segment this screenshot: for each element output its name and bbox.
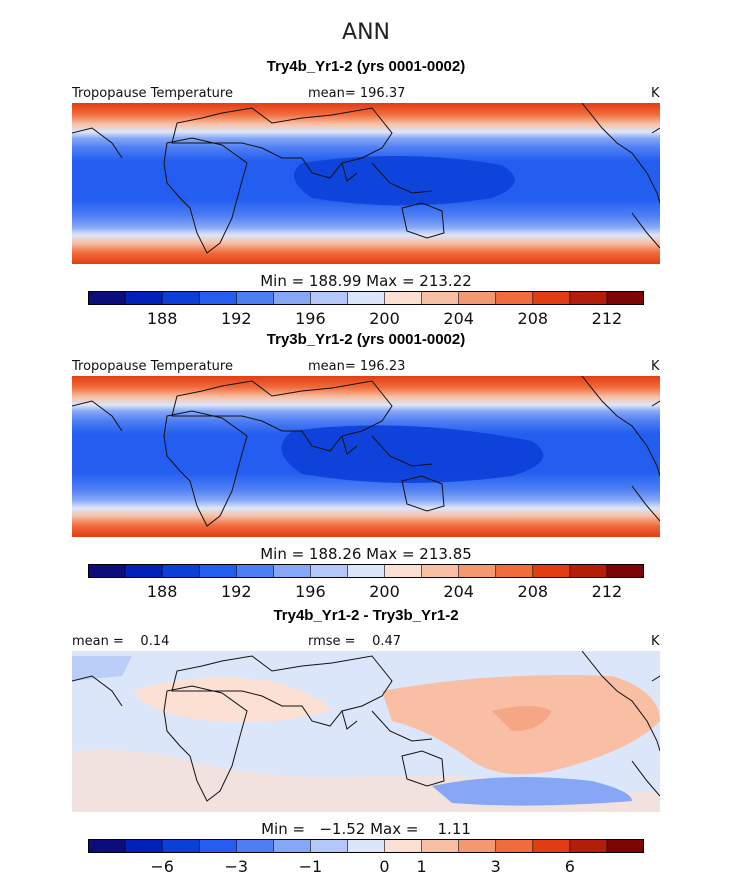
colorbar-swatch <box>458 839 497 853</box>
colorbar-swatch <box>569 564 608 578</box>
colorbar-tick-label: −6 <box>150 857 174 876</box>
panel3-title: Try4b_Yr1-2 - Try3b_Yr1-2 <box>273 607 459 624</box>
colorbar-swatch <box>495 291 534 305</box>
panel2-units: K <box>651 359 660 374</box>
panel2-minmax: Min = 188.26 Max = 213.85 <box>260 545 472 563</box>
colorbar-swatch <box>458 291 497 305</box>
colorbar-tick-label: 200 <box>369 582 400 601</box>
colorbar-swatch <box>421 839 460 853</box>
colorbar-swatch <box>421 564 460 578</box>
colorbar-tick-label: 192 <box>221 582 252 601</box>
colorbar-swatch <box>162 839 200 853</box>
colorbar-swatch <box>569 839 608 853</box>
panel1-minmax: Min = 188.99 Max = 213.22 <box>260 272 472 290</box>
panel2-colorbar: 188 192 196 200 204 208 212 <box>88 564 644 601</box>
colorbar-tick-label: 188 <box>147 582 178 601</box>
panel2-map <box>72 376 660 537</box>
panel3-rmse: rmse = 0.47 <box>308 634 402 649</box>
panel3-units: K <box>651 634 660 649</box>
colorbar-swatch <box>236 839 274 853</box>
colorbar-swatch <box>495 839 534 853</box>
colorbar-swatch <box>125 564 163 578</box>
panel2-title: Try3b_Yr1-2 (yrs 0001-0002) <box>266 331 466 348</box>
panel2-mean: mean= 196.23 <box>308 359 406 374</box>
colorbar-swatch <box>236 291 274 305</box>
colorbar-swatch <box>347 839 386 853</box>
colorbar-swatch <box>310 291 348 305</box>
panel1-map <box>72 103 660 264</box>
colorbar-swatch <box>384 291 423 305</box>
colorbar-tick-label: 208 <box>518 582 549 601</box>
colorbar-swatch <box>458 564 497 578</box>
colorbar-tick-label: 192 <box>221 309 252 328</box>
colorbar-swatch <box>273 564 311 578</box>
colorbar-tick-label: 6 <box>565 857 575 876</box>
colorbar-tick-label: 196 <box>295 582 326 601</box>
colorbar-swatch <box>310 839 348 853</box>
colorbar-swatch <box>384 564 423 578</box>
panel3-coastlines <box>72 651 660 802</box>
colorbar-tick-label: 188 <box>147 309 178 328</box>
colorbar-frame <box>88 839 644 853</box>
colorbar-swatch <box>569 291 608 305</box>
colorbar-swatch <box>162 564 200 578</box>
colorbar-swatch <box>532 564 571 578</box>
colorbar-frame <box>88 564 644 578</box>
colorbar-swatch <box>125 839 163 853</box>
colorbar-tick-label: 204 <box>443 582 474 601</box>
panel3-cold-region <box>432 777 632 806</box>
panel1-title: Try4b_Yr1-2 (yrs 0001-0002) <box>266 58 466 75</box>
colorbar-swatch <box>421 291 460 305</box>
panel1-colorbar: 188 192 196 200 204 208 212 <box>88 291 644 328</box>
colorbar-tick-label: 208 <box>518 309 549 328</box>
colorbar-swatch <box>495 564 534 578</box>
colorbar-swatch <box>384 839 423 853</box>
panel2-variable: Tropopause Temperature <box>72 359 233 374</box>
colorbar-swatch <box>310 564 348 578</box>
colorbar-swatch <box>606 291 644 305</box>
colorbar-swatch <box>88 564 126 578</box>
colorbar-swatch <box>347 291 386 305</box>
colorbar-swatch <box>532 839 571 853</box>
panel3-colorbar: −6 −3 −1 0 1 3 6 <box>88 839 644 876</box>
panel2-coastlines <box>72 376 660 527</box>
panel3-map <box>72 651 660 812</box>
colorbar-tick-label: 1 <box>417 857 427 876</box>
panel3-cold-nw <box>72 656 132 681</box>
colorbar-swatch <box>273 291 311 305</box>
colorbar-tick-label: 196 <box>295 309 326 328</box>
panel1-cold-core <box>294 155 515 206</box>
super-title: ANN <box>342 20 390 45</box>
colorbar-swatch <box>199 564 237 578</box>
panel3-minmax: Min = −1.52 Max = 1.11 <box>261 820 471 838</box>
colorbar-tick-label: 212 <box>592 309 623 328</box>
colorbar-swatch <box>606 839 644 853</box>
colorbar-swatch <box>199 291 237 305</box>
colorbar-swatch <box>199 839 237 853</box>
colorbar-swatch <box>347 564 386 578</box>
colorbar-swatch <box>236 564 274 578</box>
colorbar-tick-label: 3 <box>491 857 501 876</box>
colorbar-swatch <box>88 291 126 305</box>
colorbar-swatch <box>162 291 200 305</box>
colorbar-tick-label: −1 <box>299 857 323 876</box>
colorbar-tick-label: 0 <box>379 857 389 876</box>
colorbar-tick-label: 212 <box>592 582 623 601</box>
colorbar-frame <box>88 291 644 305</box>
colorbar-swatch <box>532 291 571 305</box>
colorbar-tick-label: 200 <box>369 309 400 328</box>
colorbar-swatch <box>125 291 163 305</box>
panel1-mean: mean= 196.37 <box>308 86 406 101</box>
colorbar-swatch <box>88 839 126 853</box>
panel3-warm-core <box>492 706 552 731</box>
colorbar-tick-label: 204 <box>443 309 474 328</box>
colorbar-tick-label: −3 <box>224 857 248 876</box>
panel1-coastlines <box>72 103 660 254</box>
panel3-mean: mean = 0.14 <box>72 634 170 649</box>
colorbar-swatch <box>606 564 644 578</box>
panel1-units: K <box>651 86 660 101</box>
panel2-cold-core <box>281 425 544 484</box>
panel1-variable: Tropopause Temperature <box>72 86 233 101</box>
colorbar-swatch <box>273 839 311 853</box>
